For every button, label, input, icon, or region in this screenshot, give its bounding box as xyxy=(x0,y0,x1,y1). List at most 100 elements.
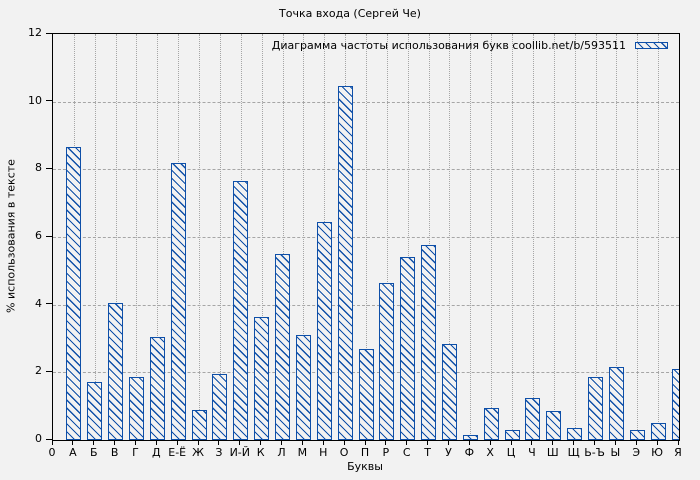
vertical-gridline xyxy=(386,34,388,440)
vertical-gridline xyxy=(136,34,138,440)
bar-Ч xyxy=(525,397,541,440)
x-tick-label: Э xyxy=(632,446,641,459)
x-tick xyxy=(364,440,366,445)
x-tick-label: Ц xyxy=(506,446,516,459)
vertical-gridline xyxy=(658,34,660,440)
vertical-gridline xyxy=(219,34,221,440)
x-tick-label: Ю xyxy=(651,446,664,459)
x-tick-label: В xyxy=(110,446,119,459)
bar-Ф xyxy=(462,434,478,440)
x-tick xyxy=(281,440,283,445)
bar-Ж xyxy=(191,409,207,440)
x-tick xyxy=(72,440,74,445)
vertical-gridline xyxy=(261,34,263,440)
x-tick xyxy=(635,440,637,445)
y-tick xyxy=(46,32,52,34)
bar-А xyxy=(66,147,82,440)
x-tick-label: Л xyxy=(277,446,286,459)
x-tick xyxy=(573,440,575,445)
bar-Щ xyxy=(567,428,583,440)
x-tick-label: Ж xyxy=(192,446,204,459)
bar-Ь-Ъ xyxy=(588,377,604,440)
vertical-gridline xyxy=(157,34,159,440)
vertical-gridline xyxy=(574,34,576,440)
vertical-gridline xyxy=(470,34,472,440)
bar-Г xyxy=(128,377,144,440)
vertical-gridline xyxy=(616,34,618,440)
vertical-gridline xyxy=(449,34,451,440)
y-tick-label: 0 xyxy=(35,432,42,445)
vertical-gridline xyxy=(428,34,430,440)
bar-У xyxy=(441,343,457,440)
vertical-gridline xyxy=(553,34,555,440)
x-tick-label: Ы xyxy=(610,446,621,459)
x-tick xyxy=(218,440,220,445)
y-tick xyxy=(46,100,52,102)
bar-Ы xyxy=(608,367,624,440)
y-tick-label: 2 xyxy=(35,364,42,378)
vertical-gridline xyxy=(366,34,367,440)
y-tick xyxy=(46,303,52,305)
chart-title: Точка входа (Сергей Че) xyxy=(279,7,421,20)
x-tick-label: И-Й xyxy=(229,446,251,459)
x-tick-label: Щ xyxy=(567,446,580,459)
x-tick-label: З xyxy=(215,446,223,459)
bar-Ш xyxy=(546,411,562,440)
x-tick-label: Ь-Ъ xyxy=(584,446,605,459)
legend-label: Диаграмма частоты использования букв coo… xyxy=(271,39,626,52)
plot-area: Диаграмма частоты использования букв coo… xyxy=(52,33,680,441)
x-tick xyxy=(656,440,658,445)
bar-В xyxy=(108,302,124,440)
bar-З xyxy=(212,374,228,440)
bar-Э xyxy=(629,429,645,440)
x-tick-label: У xyxy=(445,446,452,459)
x-tick xyxy=(155,440,157,445)
x-tick xyxy=(197,440,199,445)
vertical-gridline xyxy=(532,34,534,440)
x-tick-label: Т xyxy=(424,446,431,459)
x-tick xyxy=(322,440,324,445)
bar-П xyxy=(358,348,374,440)
x-tick xyxy=(239,440,241,445)
y-tick-label: 12 xyxy=(28,26,42,39)
x-tick-label: Р xyxy=(382,446,390,459)
x-tick-label: Я xyxy=(674,446,682,459)
x-tick xyxy=(260,440,262,445)
x-tick-label: Д xyxy=(152,446,161,459)
x-tick xyxy=(510,440,512,445)
x-tick-label: Ф xyxy=(464,446,475,459)
bar-Ц xyxy=(504,429,520,440)
x-tick-label: А xyxy=(69,446,77,459)
vertical-gridline xyxy=(94,34,96,440)
vertical-gridline xyxy=(282,34,284,440)
x-tick xyxy=(93,440,95,445)
x-tick xyxy=(406,440,408,445)
x-tick-label: П xyxy=(360,446,370,459)
x-tick xyxy=(114,440,116,445)
y-tick-label: 8 xyxy=(35,161,42,175)
y-tick-label: 6 xyxy=(35,229,42,242)
bar-Ю xyxy=(650,423,666,440)
x-tick xyxy=(468,440,470,445)
y-tick xyxy=(46,235,52,237)
x-tick-label: Н xyxy=(319,446,328,459)
y-tick xyxy=(46,167,52,169)
bar-И-Й xyxy=(233,181,249,440)
x-tick-label: О xyxy=(339,446,349,459)
vertical-gridline xyxy=(491,34,493,440)
x-tick xyxy=(531,440,533,445)
y-tick-label: 10 xyxy=(28,93,42,107)
x-tick-label: Г xyxy=(132,446,139,459)
x-tick-label: Ш xyxy=(546,446,559,459)
x-tick-label: Х xyxy=(486,446,494,459)
x-tick xyxy=(301,440,303,445)
bar-О xyxy=(337,86,353,440)
y-tick xyxy=(46,370,52,372)
x-tick xyxy=(447,440,449,445)
bar-Т xyxy=(421,245,437,440)
x-tick xyxy=(343,440,345,445)
bar-Х xyxy=(483,407,499,440)
bar-Д xyxy=(149,336,165,440)
bar-Н xyxy=(316,221,332,440)
